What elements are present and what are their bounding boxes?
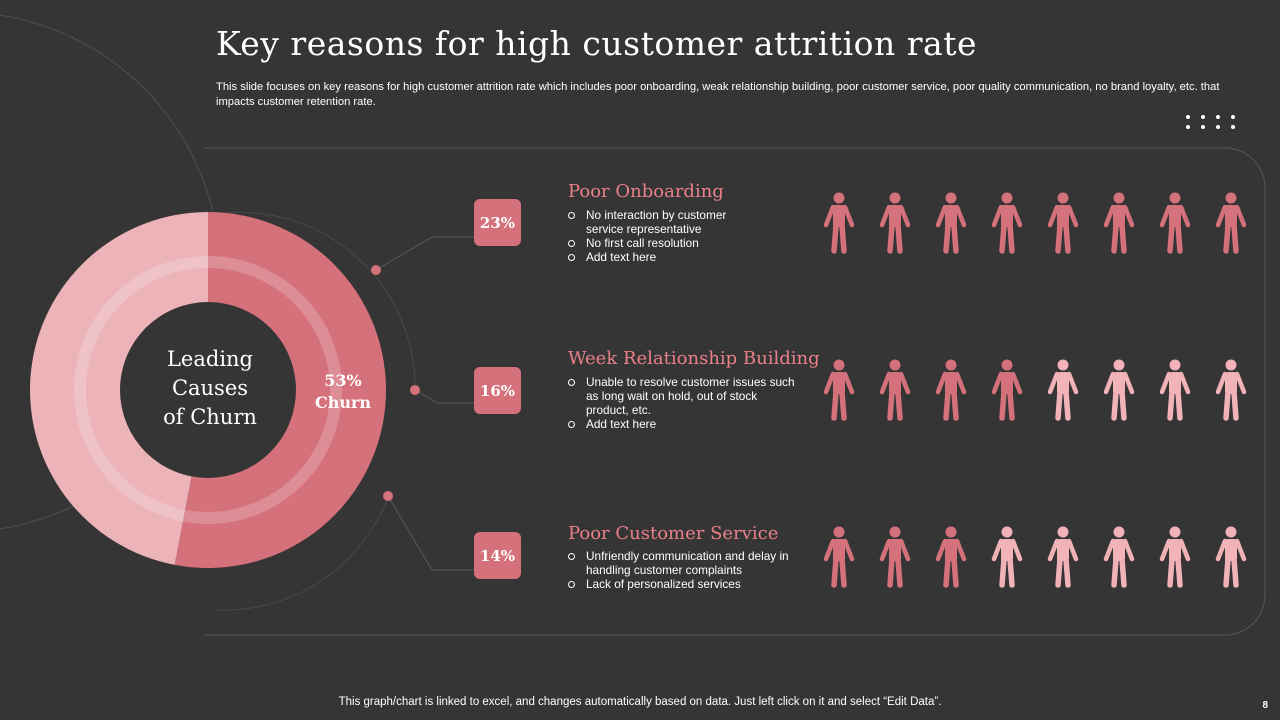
page-subtitle: This slide focuses on key reasons for hi… (216, 81, 1220, 108)
dots-menu-icon[interactable] (1183, 115, 1243, 131)
footer-note: This graph/chart is linked to excel, and… (338, 696, 942, 708)
person-icon (935, 192, 967, 254)
person-icon (1215, 526, 1247, 588)
page-title: Key reasons for high customer attrition … (216, 24, 977, 63)
person-icon (823, 359, 855, 421)
donut-slice-remaining (30, 212, 208, 565)
connector-dot-3 (383, 491, 393, 501)
churn-word: Churn (314, 393, 372, 412)
reason-bullets-2: Unable to resolve customer issues such a… (568, 375, 803, 431)
person-icon (1047, 192, 1079, 254)
person-icon (879, 359, 911, 421)
connector-dot-2 (410, 385, 420, 395)
person-icon (991, 359, 1023, 421)
reason-title-3: Poor Customer Service (568, 523, 779, 544)
person-icon (935, 359, 967, 421)
person-icon (1047, 526, 1079, 588)
person-icon (1103, 359, 1135, 421)
person-icon (991, 526, 1023, 588)
reason-title-2: Week Relationship Building (568, 348, 820, 369)
donut-center-line-3: of Churn (163, 405, 257, 429)
person-icon (823, 192, 855, 254)
people-row-3 (823, 526, 1247, 588)
person-icon (1047, 359, 1079, 421)
person-icon (935, 526, 967, 588)
donut-center-line-2: Causes (171, 376, 249, 400)
percent-badge-2: 16% (474, 367, 521, 414)
donut-hole (120, 302, 296, 478)
connector-dot-1 (371, 265, 381, 275)
list-item: No interaction by customer service repre… (568, 208, 743, 236)
list-item: Unfriendly communication and delay in ha… (568, 549, 803, 577)
person-icon (1103, 526, 1135, 588)
percent-badge-3: 14% (474, 532, 521, 579)
person-icon (1159, 359, 1191, 421)
page-number: 8 (1262, 700, 1268, 711)
person-icon (1215, 359, 1247, 421)
list-item: Add text here (568, 250, 743, 264)
list-item: Add text here (568, 417, 803, 431)
people-row-1 (823, 192, 1247, 254)
list-item: Lack of personalized services (568, 577, 803, 591)
person-icon (1159, 526, 1191, 588)
donut-center-line-1: Leading (166, 347, 254, 371)
reason-bullets-1: No interaction by customer service repre… (568, 208, 743, 264)
person-icon (879, 526, 911, 588)
connector-2 (414, 389, 474, 404)
person-icon (1159, 192, 1191, 254)
decor-arc-inner (209, 211, 416, 391)
donut-center-label: Leading Causes of Churn (130, 345, 290, 432)
donut-inner-ring (74, 256, 342, 524)
connector-1 (375, 236, 474, 271)
person-icon (1103, 192, 1135, 254)
content-frame (205, 147, 1266, 636)
churn-percent: 53% (324, 371, 362, 390)
person-icon (991, 192, 1023, 254)
percent-badge-1: 23% (474, 199, 521, 246)
list-item: No first call resolution (568, 236, 743, 250)
decor-arc-inner-lower (217, 496, 389, 611)
churn-slice-label: 53% Churn (302, 370, 384, 414)
person-icon (879, 192, 911, 254)
list-item: Unable to resolve customer issues such a… (568, 375, 803, 417)
people-row-2 (823, 359, 1247, 421)
person-icon (1215, 192, 1247, 254)
reason-bullets-3: Unfriendly communication and delay in ha… (568, 549, 803, 591)
connector-3 (387, 495, 474, 571)
person-icon (823, 526, 855, 588)
reason-title-1: Poor Onboarding (568, 181, 724, 202)
